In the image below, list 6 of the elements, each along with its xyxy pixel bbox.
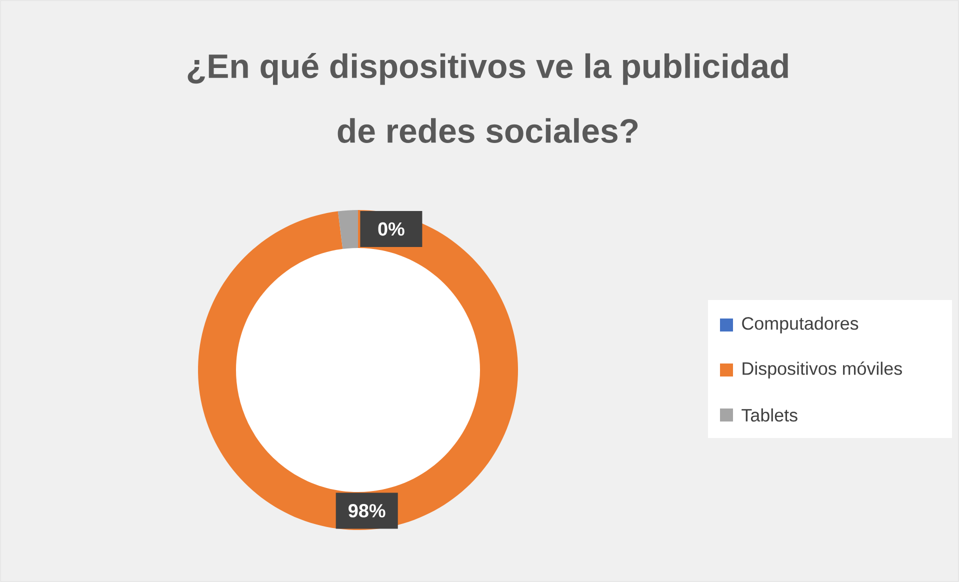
text: 0%	[378, 222, 404, 236]
chart-title: ¿En qué dispositivos ve la publicidad de redes sociales?	[188, 53, 788, 143]
legend-label: Dispositivos móviles	[742, 362, 902, 378]
data-label: 98%	[348, 504, 386, 518]
legend-label: Computadores	[742, 316, 858, 334]
legend-label: Tablets	[742, 408, 798, 422]
